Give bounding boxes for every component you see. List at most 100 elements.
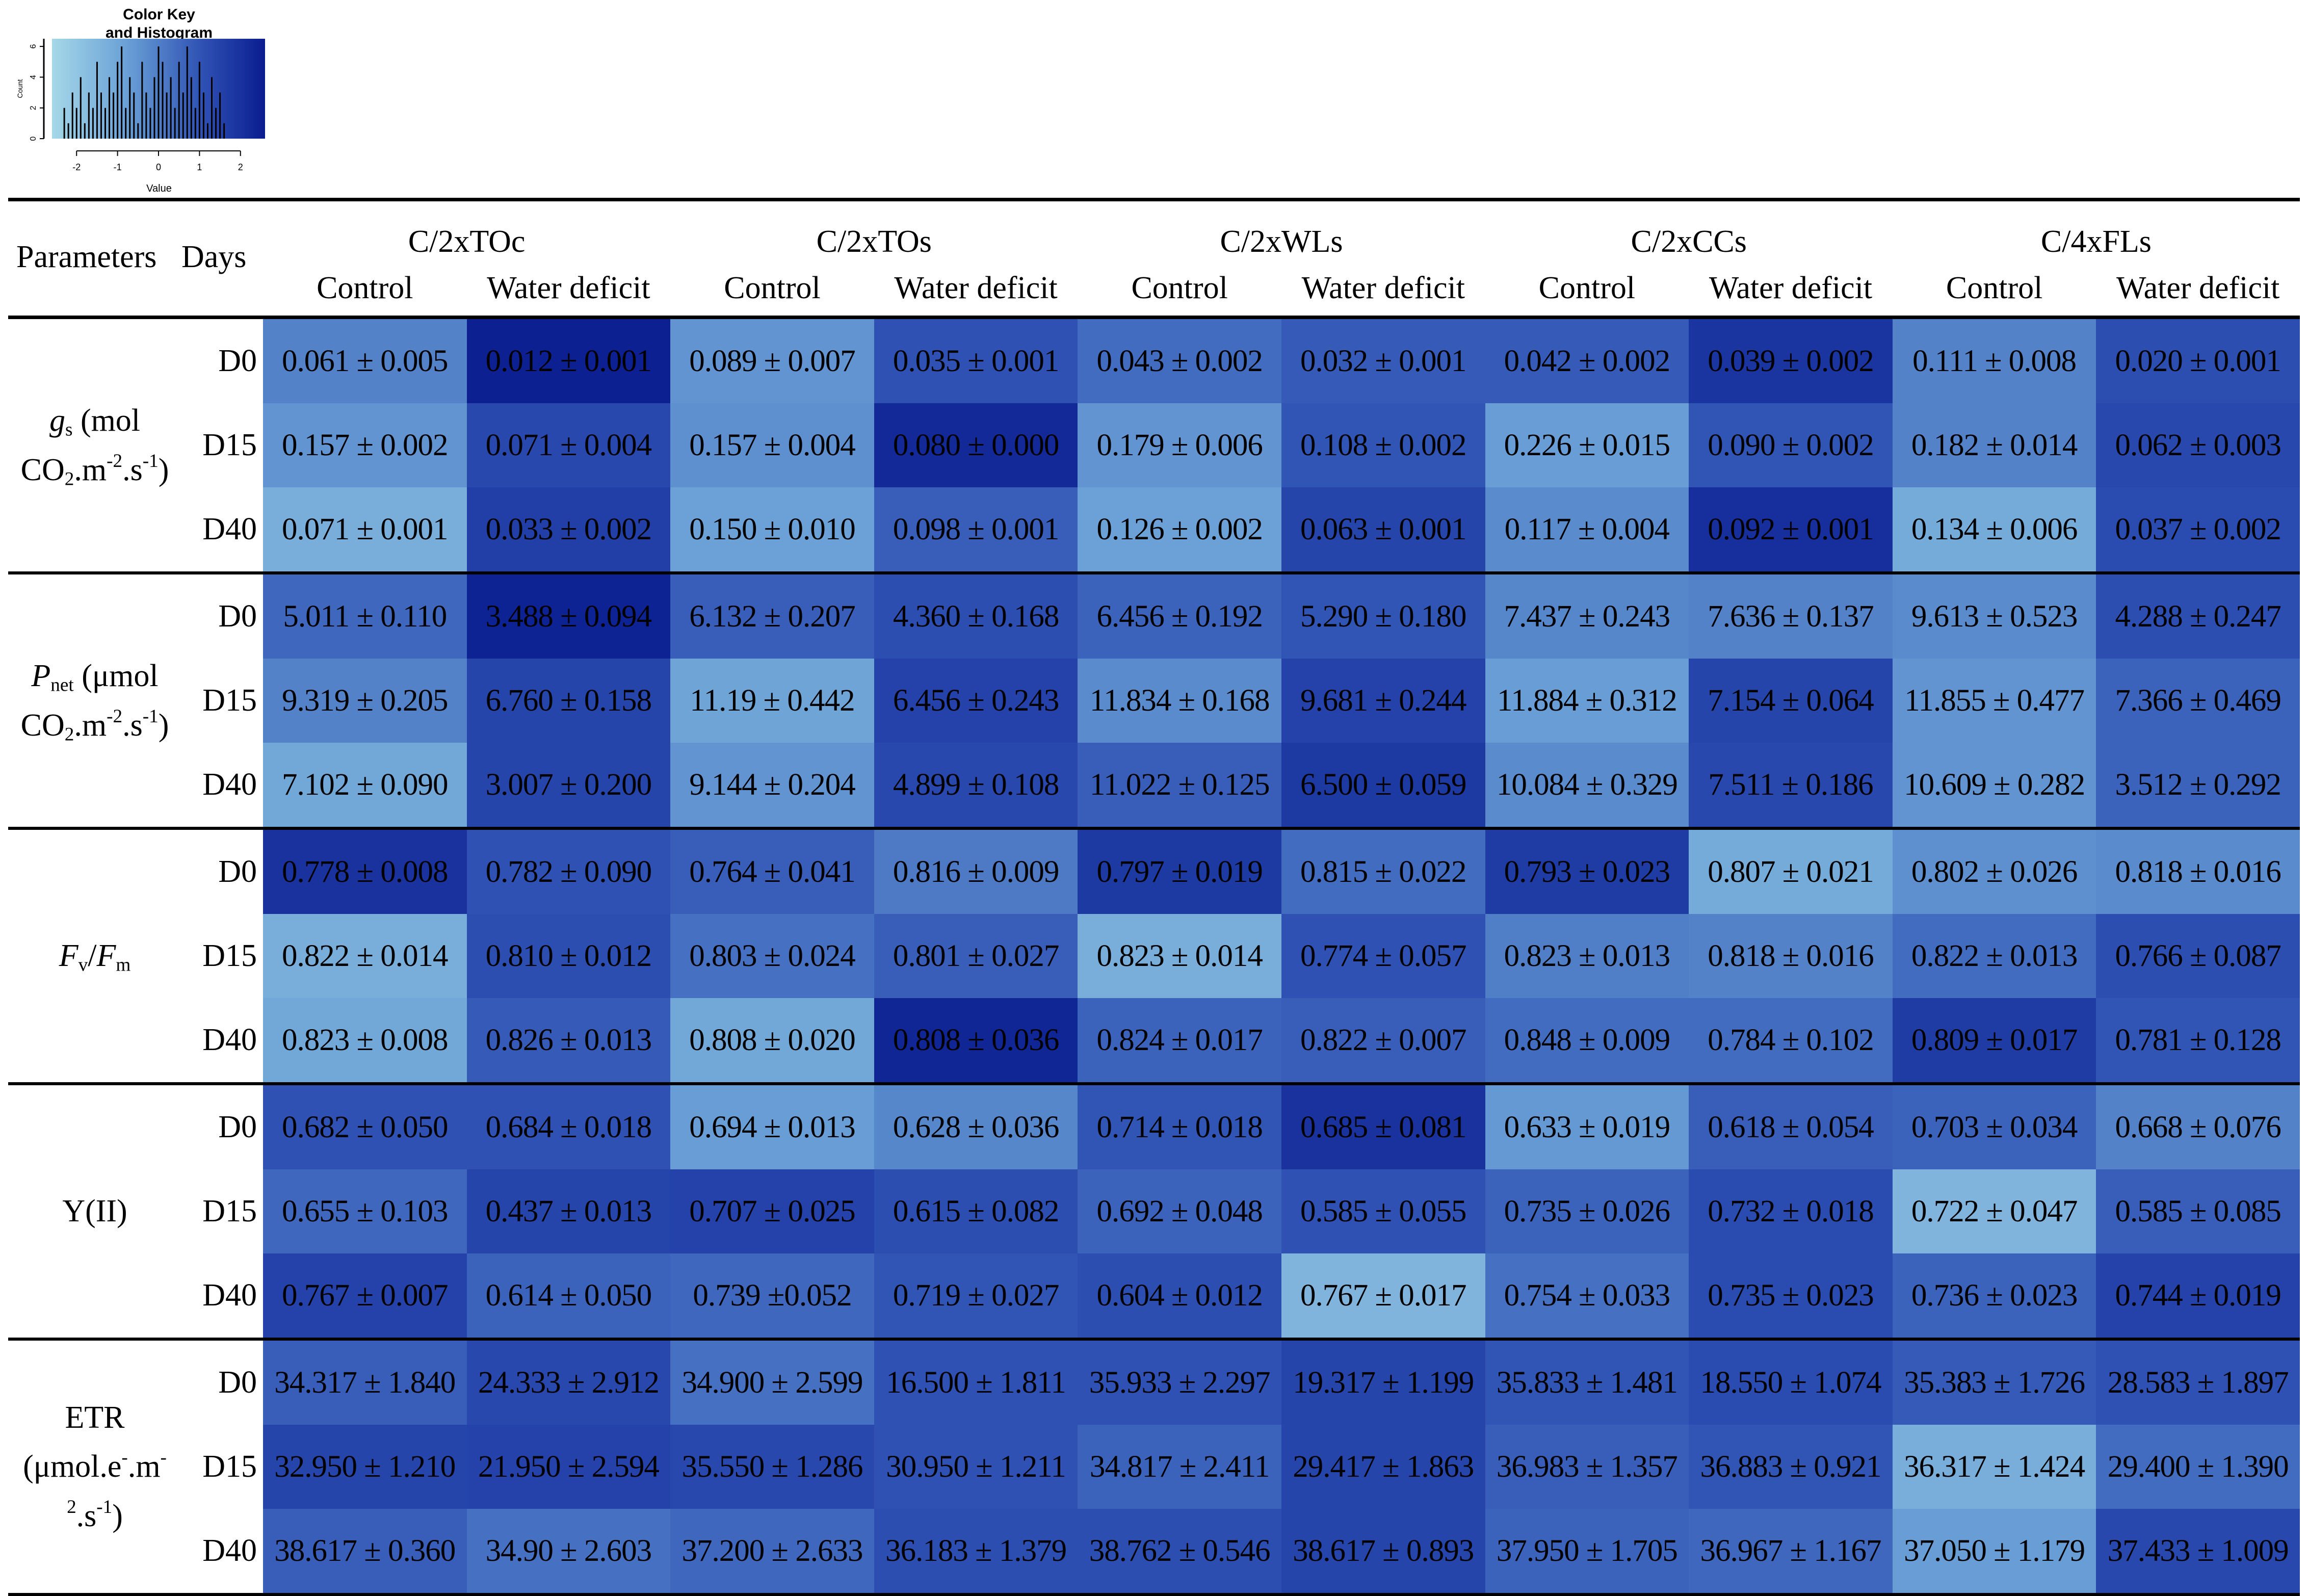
heatmap-cell: 0.818 ± 0.016 — [1689, 914, 1893, 998]
treatment-header-water-deficit: Water deficit — [1301, 271, 1465, 305]
parameter-label: Pnet (μmol CO2.m-2.s-1) — [20, 659, 169, 745]
heatmap-cell: 0.042 ± 0.002 — [1485, 317, 1689, 403]
heatmap-cell: 0.793 ± 0.023 — [1485, 828, 1689, 914]
heatmap-cell: 7.102 ± 0.090 — [263, 743, 467, 828]
heatmap-cell: 0.098 ± 0.001 — [874, 487, 1078, 573]
color-key-y-ticks: 0 2 4 6 — [29, 44, 44, 141]
heatmap-cell: 0.797 ± 0.019 — [1078, 828, 1281, 914]
day-label: D0 — [218, 1110, 257, 1144]
heatmap-cell: 0.823 ± 0.013 — [1485, 914, 1689, 998]
heatmap-cell: 35.550 ± 1.286 — [670, 1425, 874, 1509]
color-key-histogram-bars — [63, 46, 225, 139]
heatmap-cell: 34.90 ± 2.603 — [466, 1509, 671, 1594]
heatmap-cell: 34.900 ± 2.599 — [670, 1339, 874, 1425]
heatmap-cell: 11.884 ± 0.312 — [1485, 659, 1689, 743]
x-tick-label: 0 — [156, 162, 161, 172]
heatmap-cell: 9.144 ± 0.204 — [670, 743, 874, 828]
heatmap-row: D15 0.157 ± 0.002 0.071 ± 0.004 0.157 ± 0.0… — [8, 403, 2300, 487]
heatmap-cell: 0.754 ± 0.033 — [1485, 1253, 1689, 1339]
heatmap-cell: 0.694 ± 0.013 — [670, 1084, 874, 1169]
heatmap-cell: 0.089 ± 0.007 — [670, 317, 874, 403]
color-key-x-ticks: -2 -1 0 1 2 — [72, 150, 243, 172]
day-label: D40 — [202, 512, 257, 546]
heatmap-row: ETR (μmol.e-.m- 2.s-1) D0 34.317 ± 1.840 24.3… — [8, 1339, 2300, 1533]
day-label: D40 — [202, 1278, 257, 1313]
heatmap-cell: 0.037 ± 0.002 — [2096, 487, 2300, 573]
heatmap-cell: 0.739 ±0.052 — [670, 1253, 874, 1339]
heatmap-cell: 36.317 ± 1.424 — [1892, 1425, 2096, 1509]
genotype-header: C/4xFLs — [2040, 224, 2152, 259]
heatmap-cell: 0.682 ± 0.050 — [263, 1084, 467, 1169]
heatmap-row: D15 32.950 ± 1.210 21.950 ± 2.594 35.550 ± … — [8, 1425, 2300, 1509]
heatmap-cell: 0.604 ± 0.012 — [1078, 1253, 1281, 1339]
heatmap-cell: 0.823 ± 0.014 — [1078, 914, 1281, 998]
heatmap-cell: 0.063 ± 0.001 — [1281, 487, 1485, 573]
heatmap-cell: 0.684 ± 0.018 — [466, 1084, 671, 1169]
heatmap-cell: 29.417 ± 1.863 — [1281, 1425, 1485, 1509]
heatmap-cell: 0.802 ± 0.026 — [1892, 828, 2096, 914]
heatmap-cell: 0.012 ± 0.001 — [466, 317, 671, 403]
heatmap-row: D15 9.319 ± 0.205 6.760 ± 0.158 11.19 ± 0.4… — [8, 659, 2300, 743]
heatmap-cell: 3.512 ± 0.292 — [2096, 743, 2300, 828]
heatmap-cell: 6.456 ± 0.192 — [1078, 573, 1281, 659]
heatmap-cell: 0.719 ± 0.027 — [874, 1253, 1078, 1339]
day-label: D15 — [202, 1449, 257, 1484]
heatmap-cell: 0.150 ± 0.010 — [670, 487, 874, 573]
heatmap-cell: 0.032 ± 0.001 — [1281, 317, 1485, 403]
day-label: D15 — [202, 938, 257, 973]
heatmap-cell: 0.692 ± 0.048 — [1078, 1169, 1281, 1253]
heatmap-cell: 0.816 ± 0.009 — [874, 828, 1078, 914]
heatmap-cell: 0.061 ± 0.005 — [263, 317, 467, 403]
heatmap-row: D15 0.822 ± 0.014 0.810 ± 0.012 0.803 ± 0.0… — [8, 914, 2300, 998]
heatmap-cell: 0.614 ± 0.050 — [466, 1253, 671, 1339]
heatmap-cell: 0.807 ± 0.021 — [1689, 828, 1893, 914]
heatmap-row: D40 0.767 ± 0.007 0.614 ± 0.050 0.739 ±0.05… — [8, 1253, 2300, 1339]
heatmap-cell: 0.778 ± 0.008 — [263, 828, 467, 914]
day-label: D40 — [202, 1023, 257, 1057]
heatmap-cell: 7.437 ± 0.243 — [1485, 573, 1689, 659]
heatmap-cell: 0.179 ± 0.006 — [1078, 403, 1281, 487]
genotype-header: C/2xTOs — [816, 224, 932, 259]
color-key-histogram: Color Key and Histogram 0 2 4 6 -2 -1 0 1 2 Cou… — [16, 6, 265, 194]
heatmap-cell: 0.126 ± 0.002 — [1078, 487, 1281, 573]
heatmap-cell: 0.111 ± 0.008 — [1892, 317, 2096, 403]
heatmap-cell: 38.617 ± 0.360 — [263, 1509, 467, 1594]
heatmap-row: D40 7.102 ± 0.090 3.007 ± 0.200 9.144 ± 0.2… — [8, 743, 2300, 828]
heatmap-cell: 4.899 ± 0.108 — [874, 743, 1078, 828]
heatmap-cell: 0.826 ± 0.013 — [466, 998, 671, 1084]
heatmap-cell: 36.967 ± 1.167 — [1689, 1509, 1893, 1594]
heatmap-cell: 7.511 ± 0.186 — [1689, 743, 1893, 828]
heatmap-row: Fv/Fm D0 0.778 ± 0.008 0.782 ± 0.090 0.764 ±… — [8, 828, 2300, 976]
heatmap-cell: 35.833 ± 1.481 — [1485, 1339, 1689, 1425]
day-label: D15 — [202, 1194, 257, 1228]
heatmap-cell: 0.822 ± 0.014 — [263, 914, 467, 998]
heatmap-cell: 0.735 ± 0.023 — [1689, 1253, 1893, 1339]
genotype-header: C/2xWLs — [1220, 224, 1343, 259]
heatmap-cell: 0.628 ± 0.036 — [874, 1084, 1078, 1169]
x-tick-label: 1 — [197, 162, 202, 172]
heatmap-cell: 11.834 ± 0.168 — [1078, 659, 1281, 743]
heatmap-cell: 0.822 ± 0.007 — [1281, 998, 1485, 1084]
heatmap-cell: 3.488 ± 0.094 — [466, 573, 671, 659]
heatmap-cell: 0.722 ± 0.047 — [1892, 1169, 2096, 1253]
heatmap-cell: 0.823 ± 0.008 — [263, 998, 467, 1084]
heatmap-cell: 19.317 ± 1.199 — [1281, 1339, 1485, 1425]
heatmap-cell: 0.134 ± 0.006 — [1892, 487, 2096, 573]
heatmap-cell: 36.183 ± 1.379 — [874, 1509, 1078, 1594]
heatmap-cell: 0.108 ± 0.002 — [1281, 403, 1485, 487]
heatmap-cell: 18.550 ± 1.074 — [1689, 1339, 1893, 1425]
heatmap-cell: 4.360 ± 0.168 — [874, 573, 1078, 659]
heatmap-cell: 0.815 ± 0.022 — [1281, 828, 1485, 914]
heatmap-cell: 6.760 ± 0.158 — [466, 659, 671, 743]
heatmap-cell: 0.732 ± 0.018 — [1689, 1169, 1893, 1253]
heatmap-cell: 0.157 ± 0.002 — [263, 403, 467, 487]
heatmap-cell: 0.090 ± 0.002 — [1689, 403, 1893, 487]
heatmap-cell: 38.762 ± 0.546 — [1078, 1509, 1281, 1594]
y-tick-label: 6 — [29, 44, 38, 49]
heatmap-cell: 0.226 ± 0.015 — [1485, 403, 1689, 487]
heatmap-cell: 35.383 ± 1.726 — [1892, 1339, 2096, 1425]
heatmap-cell: 7.636 ± 0.137 — [1689, 573, 1893, 659]
heatmap-cell: 6.456 ± 0.243 — [874, 659, 1078, 743]
heatmap-cell: 37.950 ± 1.705 — [1485, 1509, 1689, 1594]
heatmap-cell: 0.767 ± 0.017 — [1281, 1253, 1485, 1339]
